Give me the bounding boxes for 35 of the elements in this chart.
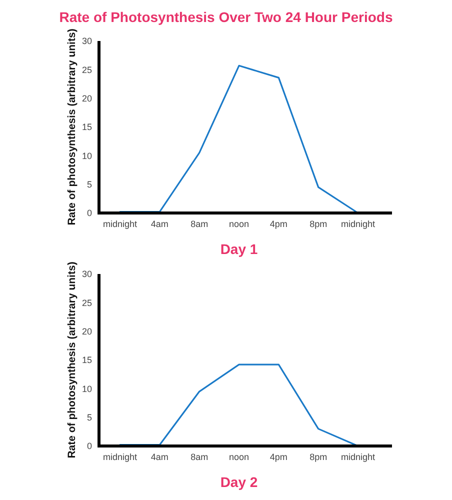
x-tick-label: noon: [228, 452, 250, 462]
y-tick-label: 5: [86, 179, 92, 190]
y-tick-label: 25: [82, 298, 92, 308]
y-tick-label: 15: [82, 122, 92, 132]
x-tick-label: midnight: [102, 219, 138, 229]
x-tick-label: noon: [228, 219, 250, 229]
x-axis-title: Day 2: [220, 474, 258, 490]
line-series: [119, 64, 359, 214]
y-tick-label: 10: [82, 384, 92, 394]
y-tick-label: 25: [82, 64, 92, 75]
x-axis-title: Day 1: [220, 241, 258, 257]
y-tick-label: 30: [82, 36, 92, 46]
x-tick-label: 8am: [190, 219, 208, 229]
y-tick-label: 0: [86, 441, 92, 452]
x-tick-label: 4pm: [270, 219, 288, 229]
y-tick-label: 0: [86, 208, 92, 218]
y-axis-title: Rate of photosynthesis (arbitrary units): [66, 262, 78, 458]
x-tick-label: midnight: [340, 452, 376, 462]
x-tick-label: 8pm: [310, 219, 328, 229]
chart-title: Rate of Photosynthesis Over Two 24 Hour Periods: [59, 9, 393, 25]
x-tick-label: 4pm: [270, 452, 288, 462]
x-tick-label: midnight: [102, 452, 138, 462]
x-tick-label: 4am: [150, 219, 168, 229]
y-tick-label: 30: [82, 269, 92, 280]
y-tick-label: 5: [86, 412, 92, 422]
y-tick-label: 10: [82, 150, 92, 161]
x-tick-label: 8am: [190, 452, 208, 462]
y-tick-label: 20: [82, 93, 92, 104]
x-tick-label: midnight: [340, 219, 376, 229]
x-tick-label: 4am: [150, 452, 168, 462]
y-axis-title: Rate of photosynthesis (arbitrary units): [66, 28, 78, 226]
y-tick-label: 20: [82, 326, 92, 336]
x-tick-label: 8pm: [310, 452, 328, 462]
y-tick-label: 15: [82, 355, 92, 366]
line-series: [119, 364, 359, 447]
